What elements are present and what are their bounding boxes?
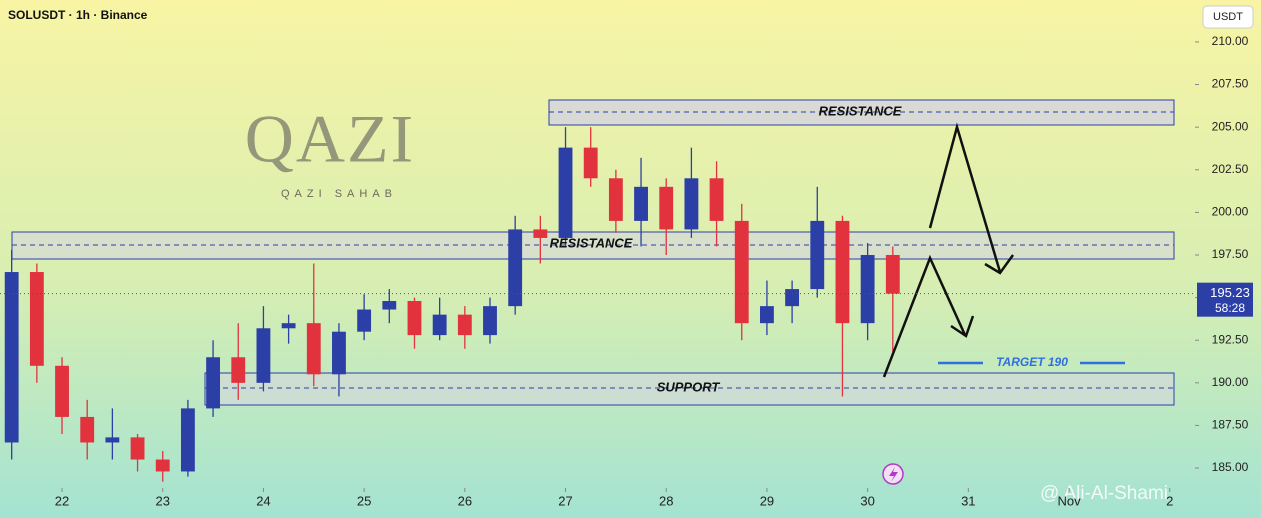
resistance-label: RESISTANCE — [550, 235, 633, 250]
y-tick-label: 210.00 — [1212, 34, 1249, 48]
logo-subtitle: QAZI SAHAB — [281, 188, 397, 200]
candle-body — [885, 254, 900, 294]
x-tick-label: 25 — [357, 493, 371, 508]
candle-body — [332, 331, 346, 375]
candle-body — [256, 328, 271, 383]
candle-body — [407, 301, 422, 336]
watermark: @ Ali-Al-Shami — [1040, 483, 1168, 504]
alert-bolt — [889, 467, 898, 482]
candle-body — [357, 309, 372, 332]
candle-body — [4, 272, 19, 443]
support-zone — [204, 372, 1175, 406]
y-tick-label: 187.50 — [1212, 418, 1249, 432]
candle-body — [583, 147, 598, 179]
y-tick-label: 205.00 — [1212, 119, 1249, 133]
x-tick-label: 29 — [760, 493, 774, 508]
arrows — [882, 122, 1015, 378]
x-tick-label: 31 — [961, 493, 975, 508]
candle-body — [734, 220, 749, 324]
y-tick-label: 197.50 — [1212, 247, 1249, 261]
candle-body — [533, 229, 548, 238]
arrow — [928, 122, 1002, 273]
candle-body — [709, 178, 724, 221]
x-tick-label: 26 — [458, 493, 472, 508]
y-tick-label: 202.50 — [1212, 162, 1249, 176]
x-tick-label: 27 — [558, 493, 572, 508]
x-tick-label: 30 — [860, 493, 874, 508]
candle-body — [785, 289, 800, 307]
last-price-label: 195.23 — [1210, 285, 1250, 300]
x-tick-label: 22 — [55, 493, 69, 508]
candle-body — [55, 365, 69, 417]
candle-body — [432, 314, 447, 336]
currency-button[interactable] — [1202, 5, 1254, 29]
x-tick-label: 23 — [155, 493, 169, 508]
candle-body — [105, 437, 120, 443]
candle-body — [29, 272, 44, 366]
candle-body — [80, 416, 95, 443]
candle-body — [860, 254, 875, 324]
candle-body — [659, 186, 674, 230]
arrow — [882, 254, 967, 378]
logo: QAZI QAZI SAHAB — [245, 101, 415, 200]
x-tick-label: 2 — [1166, 493, 1173, 508]
zones — [11, 99, 1175, 406]
y-tick-label: 200.00 — [1212, 205, 1249, 219]
zone-labels: RESISTANCE RESISTANCE SUPPORT TARGET 190 — [550, 103, 1125, 394]
countdown: 58:28 — [1215, 301, 1245, 315]
y-tick-label: 190.00 — [1212, 375, 1249, 389]
candle-body — [508, 229, 523, 307]
y-tick-label: 207.50 — [1212, 77, 1249, 91]
candle-body — [306, 323, 321, 375]
candle-body — [382, 301, 397, 310]
candle-body — [608, 178, 623, 221]
candle-body — [130, 437, 145, 460]
candle-body — [155, 459, 170, 472]
last-price-tag — [1197, 282, 1253, 317]
candle-body — [206, 357, 221, 409]
symbol-header: SOLUSDT · 1h · Binance — [8, 8, 148, 22]
x-tick-label: Nov — [1057, 493, 1081, 508]
candle-body — [835, 220, 850, 324]
y-tick-label: 185.00 — [1212, 460, 1249, 474]
candle-body — [684, 178, 699, 230]
candle-body — [558, 147, 573, 238]
candle-body — [281, 323, 296, 329]
candle-body — [231, 357, 246, 383]
support-label: SUPPORT — [657, 379, 721, 394]
x-tick-label: 28 — [659, 493, 673, 508]
arrow-head — [950, 315, 975, 338]
candles — [4, 127, 900, 482]
candle-body — [810, 220, 825, 290]
candle-body — [634, 186, 648, 221]
candle-body — [483, 306, 497, 336]
candle-body — [180, 408, 195, 472]
resistance-label: RESISTANCE — [819, 103, 902, 118]
candle-body — [457, 314, 472, 336]
x-tick-label: 24 — [256, 493, 270, 508]
currency-button-text: USDT — [1213, 11, 1243, 23]
target-label: TARGET 190 — [996, 355, 1068, 369]
candle-body — [760, 306, 774, 324]
logo-title: QAZI — [245, 101, 415, 177]
y-tick-label: 192.50 — [1212, 332, 1249, 346]
arrow-head — [984, 254, 1015, 275]
